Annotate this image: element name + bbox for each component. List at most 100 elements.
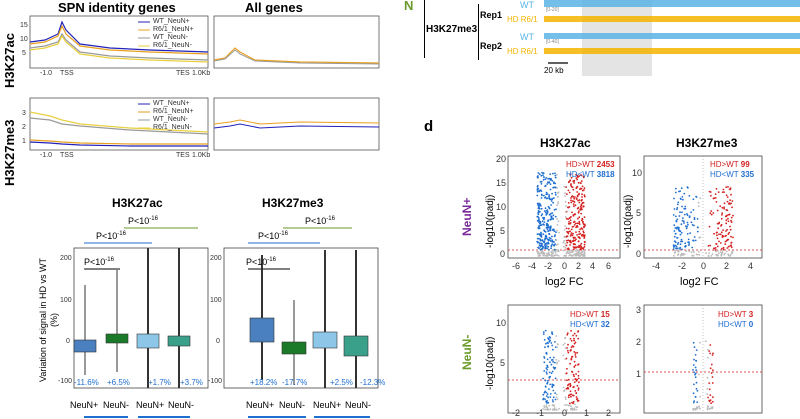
volcano-point: [715, 231, 718, 234]
volcano-point: [678, 215, 681, 217]
volcano-point: [548, 207, 551, 210]
volcano-point: [572, 373, 575, 376]
volcano-point: [567, 232, 570, 235]
track-hd-label: HD R6/1: [507, 15, 538, 24]
volcano-point: [545, 404, 548, 406]
volcano-point: [575, 380, 578, 382]
volcano-xlabel: log2 FC: [680, 276, 719, 288]
volcano-point: [704, 340, 707, 343]
volcano-point: [570, 339, 573, 342]
volcano-point: [547, 345, 550, 348]
volcano-point: [552, 241, 555, 243]
volcano-point: [554, 341, 556, 343]
volcano-point: [582, 248, 585, 250]
volcano-point: [710, 210, 713, 213]
volcano-point: [552, 356, 555, 359]
volcano-points: [536, 171, 734, 411]
ytick: 2: [22, 124, 26, 131]
volcano-point: [694, 239, 697, 242]
ytick: 15: [20, 22, 28, 29]
volcano-point: [708, 382, 711, 384]
volcano-point: [570, 395, 572, 398]
volcano-point: [576, 178, 578, 181]
volcano-point: [583, 249, 585, 252]
volcano-point: [548, 371, 551, 374]
volcano-point: [721, 206, 724, 209]
volcano-point: [568, 252, 571, 254]
volcano-point: [540, 248, 543, 250]
volcano-point: [719, 233, 722, 236]
volcano-point: [542, 397, 545, 400]
volcano-point: [544, 184, 547, 187]
volcano-point: [692, 209, 695, 211]
volcano-point: [680, 187, 683, 190]
volcano-point: [572, 240, 575, 243]
volcano-point: [540, 180, 543, 183]
volcano-point: [574, 239, 576, 242]
volcano-point: [693, 217, 696, 219]
xtick: 6: [606, 261, 612, 271]
volcano-point: [581, 255, 584, 257]
volcano-point: [674, 191, 677, 194]
volcano-point: [573, 339, 575, 342]
volcano-point: [578, 216, 581, 219]
volcano-point: [545, 224, 548, 227]
volcano-point: [545, 210, 548, 212]
volcano-point: [543, 357, 546, 359]
xtick: TES: [176, 70, 190, 77]
volcano-point: [549, 212, 552, 215]
volcano-point: [568, 221, 570, 223]
volcano-point: [542, 246, 544, 249]
volcano-point: [570, 405, 572, 408]
volcano-point: [573, 360, 576, 363]
volcano-point: [567, 222, 570, 225]
volcano-point: [540, 174, 543, 177]
volcano-point: [580, 187, 583, 190]
volcano-point: [580, 182, 582, 185]
volcano-point: [683, 213, 686, 216]
profile-line-me3-r6-neun-pos: [29, 139, 208, 145]
volcano-point: [554, 392, 556, 394]
volcano-point: [557, 360, 560, 362]
volcano-point: [543, 239, 546, 241]
volcano-point: [714, 197, 717, 199]
volcano-point: [551, 404, 554, 406]
profile-line-me3-all-2: [213, 119, 380, 125]
volcano-point: [695, 381, 698, 384]
volcano-point: [711, 406, 714, 409]
volcano-point: [567, 378, 570, 381]
legend-wt-neun-neg: WT_NeuN-: [153, 116, 189, 123]
volcano-point: [693, 383, 695, 386]
legend-wt-neun-pos: WT_NeuN+: [153, 18, 190, 25]
volcano-point: [552, 348, 554, 351]
volcano-point: [718, 233, 720, 236]
pct-label: +3.7%: [180, 378, 203, 387]
volcano-point: [553, 182, 555, 185]
xtick: -2: [512, 408, 521, 418]
volcano-point: [673, 208, 676, 210]
volcano-point: [571, 401, 573, 404]
volcano-point: [549, 228, 551, 231]
volcano-point: [562, 354, 565, 357]
volcano-point: [569, 407, 572, 410]
volcano-point: [566, 248, 569, 250]
xtick: -1.0: [40, 70, 53, 77]
volcano-point: [694, 366, 697, 369]
volcano-point: [539, 245, 542, 248]
volcano-point: [542, 178, 545, 181]
volcano-point: [580, 245, 583, 248]
volcano-point: [570, 199, 572, 202]
track-hd-rep2: [544, 48, 800, 54]
volcano-point: [553, 361, 556, 364]
volcano-point: [565, 244, 568, 247]
volcano-point: [574, 249, 577, 252]
volcano-point: [546, 211, 549, 213]
volcano-point: [562, 241, 565, 244]
volcano-point: [693, 346, 696, 348]
track-rep1-label: Rep1: [480, 10, 503, 20]
volcano-point: [575, 187, 578, 190]
volcano-point: [582, 205, 585, 208]
volcano-point: [573, 332, 576, 335]
profile-line-wt-neun-pos: [29, 20, 209, 53]
volcano-point: [706, 408, 709, 411]
